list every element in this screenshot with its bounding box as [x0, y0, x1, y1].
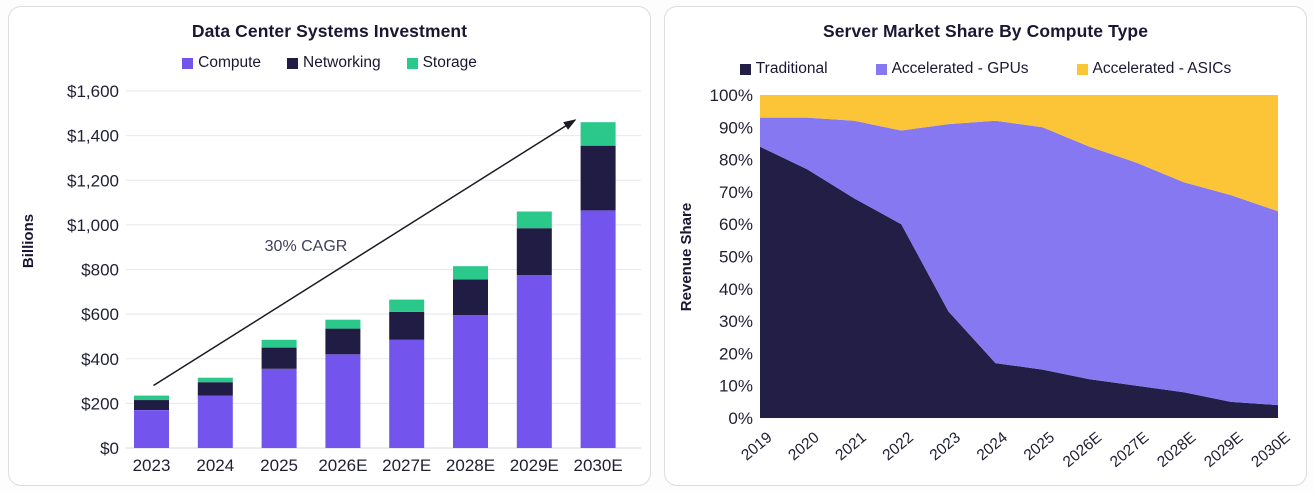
legend-item-asics: Accelerated - ASICs — [1076, 60, 1232, 78]
bar-segment — [325, 354, 361, 448]
y-tick-label: 100% — [710, 86, 753, 105]
stacked-area-chart: 0% 10% 20% 30% 40% 50% 60% 70% 80% 90% 100% Revenue… — [678, 86, 1294, 471]
y-axis-title: Revenue Share — [678, 203, 695, 311]
x-tick-label: 2028E — [1154, 429, 1199, 471]
y-tick-label: $1,400 — [67, 127, 119, 146]
x-tick-label: 2028E — [446, 456, 495, 475]
traditional-swatch — [739, 63, 751, 75]
y-tick-label: 40% — [719, 280, 753, 299]
bar-segment — [261, 368, 297, 448]
x-tick-label: 2027E — [1107, 429, 1152, 471]
y-tick-label: $800 — [81, 261, 119, 280]
y-tick-label: $1,600 — [67, 82, 119, 101]
storage-swatch — [406, 57, 418, 69]
y-tick-label: 20% — [719, 344, 753, 363]
bar-segment — [389, 339, 425, 448]
y-tick-label: 30% — [719, 312, 753, 331]
y-tick-label: 60% — [719, 215, 753, 234]
legend-item-gpus: Accelerated - GPUs — [875, 60, 1029, 78]
legend-label: Storage — [422, 54, 477, 71]
x-tick-label: 2027E — [382, 456, 431, 475]
y-tick-label: 80% — [719, 151, 753, 170]
y-tick-label: 50% — [719, 248, 753, 267]
market-share-chart-legend: Traditional Accelerated - GPUs Accelerat… — [665, 60, 1306, 78]
bar-segment — [134, 410, 169, 448]
bar-segment — [580, 210, 616, 448]
y-tick-label: 70% — [719, 183, 753, 202]
bar-segment — [134, 395, 169, 401]
y-tick-label: $0 — [100, 439, 119, 458]
stacked-bar-chart: $0 $200 $400 $600 $800 $1,000 $1,200 $1,400 $1,6… — [20, 82, 641, 475]
y-tick-label: 10% — [719, 377, 753, 396]
area-series — [760, 95, 1278, 212]
y-tick-label: 90% — [719, 118, 753, 137]
legend-item-storage: Storage — [406, 54, 477, 72]
investment-chart-card: Data Center Systems Investment Compute N… — [8, 6, 651, 486]
bar-segment — [325, 328, 361, 355]
bar-segment — [453, 315, 488, 448]
cagr-annotation: 30% CAGR — [265, 238, 348, 255]
legend-label: Accelerated - ASICs — [1092, 60, 1232, 77]
market-share-chart-card: Server Market Share By Compute Type Trad… — [664, 6, 1307, 486]
y-tick-label: $1,200 — [67, 171, 119, 190]
bar-segment — [197, 382, 233, 396]
x-tick-label: 2025 — [260, 456, 298, 475]
x-tick-label: 2029E — [510, 456, 559, 475]
x-tick-label: 2029E — [1201, 429, 1246, 471]
y-axis-title: Billions — [20, 214, 37, 268]
market-share-chart-title: Server Market Share By Compute Type — [822, 21, 1149, 41]
bar-segment — [261, 347, 297, 369]
area-series — [760, 117, 1278, 406]
bar-segment — [197, 377, 233, 383]
legend-label: Compute — [198, 54, 262, 71]
bar-segment — [325, 319, 361, 329]
x-tick-label: 2021 — [832, 429, 869, 464]
x-tick-label: 2025 — [1021, 429, 1058, 464]
bar-segment — [516, 275, 552, 448]
x-tick-label: 2020 — [785, 429, 823, 464]
bar-segment — [453, 279, 488, 316]
investment-chart-title: Data Center Systems Investment — [191, 21, 468, 41]
bar-segment — [261, 339, 297, 348]
legend-label: Accelerated - GPUs — [891, 60, 1029, 77]
bar-segment — [134, 400, 169, 410]
cagr-arrow — [153, 119, 577, 387]
x-tick-label: 2026E — [1060, 429, 1105, 471]
x-tick-label: 2024 — [196, 456, 234, 475]
compute-swatch — [182, 57, 194, 69]
networking-swatch — [287, 57, 299, 69]
y-tick-label: $600 — [81, 305, 119, 324]
bar-segment — [389, 299, 425, 312]
bar-segment — [516, 211, 552, 229]
investment-chart-legend: Compute Networking Storage — [9, 54, 650, 72]
x-tick-label: 2024 — [974, 429, 1012, 464]
legend-item-compute: Compute — [182, 54, 261, 72]
x-tick-label: 2023 — [133, 456, 171, 475]
x-tick-label: 2023 — [927, 429, 964, 464]
legend-item-traditional: Traditional — [739, 60, 828, 78]
y-tick-label: $1,000 — [67, 216, 119, 235]
legend-label: Traditional — [755, 60, 828, 77]
x-tick-label: 2030E — [574, 456, 623, 475]
x-tick-label: 2022 — [880, 429, 917, 464]
legend-label: Networking — [303, 54, 381, 71]
bar-segment — [580, 145, 616, 211]
asics-swatch — [1076, 63, 1088, 75]
x-tick-label: 2026E — [318, 456, 367, 475]
bar-segment — [516, 228, 552, 276]
y-tick-label: 0% — [728, 409, 753, 428]
legend-item-networking: Networking — [287, 54, 381, 72]
x-tick-label: 2030E — [1248, 429, 1293, 471]
y-tick-label: $200 — [81, 394, 119, 413]
x-tick-label: 2019 — [738, 429, 775, 464]
bar-segment — [389, 311, 425, 340]
area-series — [760, 146, 1278, 418]
y-tick-label: $400 — [81, 350, 119, 369]
bar-segment — [197, 395, 233, 448]
gpus-swatch — [875, 63, 887, 75]
bar-segment — [453, 266, 488, 280]
bar-segment — [580, 122, 616, 146]
